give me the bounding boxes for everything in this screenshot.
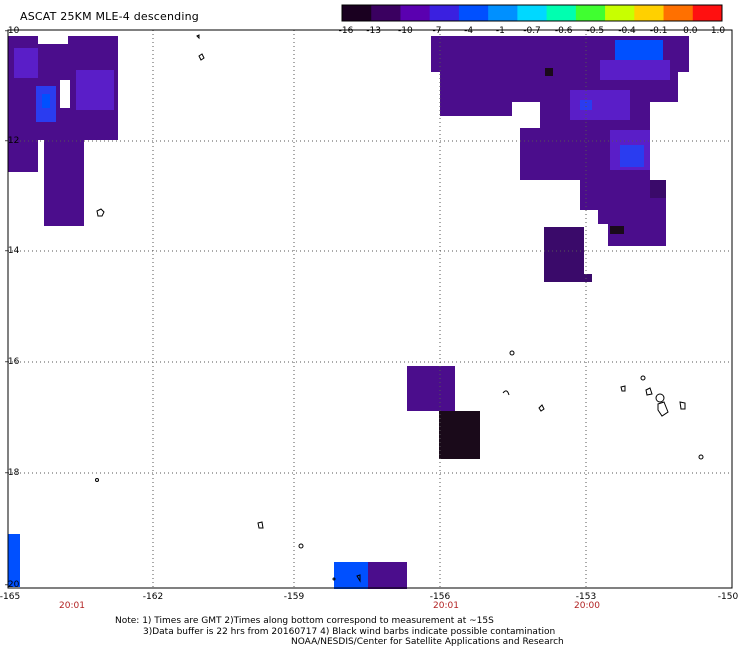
- lat-label: -20: [4, 580, 20, 590]
- time-label: 20:01: [433, 601, 459, 611]
- swath-cell: [440, 72, 512, 116]
- footnote-line: 3)Data buffer is 22 hrs from 20160717 4)…: [143, 626, 556, 637]
- grid-lines: [8, 30, 732, 588]
- lon-label: -156: [429, 592, 451, 602]
- data-swaths: [8, 36, 689, 589]
- map-frame: [7, 29, 733, 589]
- swath-cell: [368, 562, 407, 589]
- island-outline: [298, 543, 304, 549]
- colorbar-segment: [458, 5, 489, 21]
- island-outline: [679, 401, 686, 410]
- lat-label: -14: [4, 246, 20, 256]
- island-outline: [356, 574, 361, 583]
- colorbar-label: -7: [432, 26, 442, 36]
- colorbar-label: -16: [338, 26, 354, 36]
- colorbar-frame: [341, 4, 723, 22]
- colorbar-label: -1: [495, 26, 505, 36]
- swath-cell: [42, 94, 50, 108]
- island-outline: [198, 53, 205, 61]
- lon-label: -165: [0, 592, 21, 602]
- colorbar-labels: -16 -13 -10 -7 -4 -1 -0.7 -0.6 -0.5 -0.4 -0.1 0.0 1.…: [0, 26, 740, 38]
- colorbar-segment: [546, 5, 577, 21]
- swath-cell: [544, 274, 592, 282]
- map-title: ASCAT 25KM MLE-4 descending: [20, 10, 199, 23]
- swath-cell: [76, 70, 114, 110]
- colorbar-label: -0.4: [618, 26, 636, 36]
- islands: [95, 34, 704, 583]
- colorbar-label: -0.6: [554, 26, 573, 36]
- lon-label: -159: [283, 592, 305, 602]
- colorbar-segment: [634, 5, 665, 21]
- time-label: 20:00: [574, 601, 600, 611]
- island-outline: [538, 404, 545, 412]
- swath-cell: [650, 180, 666, 198]
- colorbar-segment: [342, 5, 372, 21]
- colorbar-segment: [429, 5, 460, 21]
- swath-cell: [620, 145, 644, 167]
- swath-cell: [407, 366, 455, 411]
- colorbar-label: -0.5: [586, 26, 605, 36]
- colorbar-label: -10: [397, 26, 413, 36]
- island-outline: [657, 401, 669, 417]
- colorbar-label: -0.1: [649, 26, 668, 36]
- island-outline: [698, 454, 704, 460]
- colorbar-label: -0.7: [523, 26, 541, 36]
- lat-label: -16: [4, 357, 20, 367]
- colorbar-label: 0.0: [683, 26, 698, 36]
- swath-cell: [600, 60, 670, 80]
- colorbar-segment: [517, 5, 548, 21]
- lon-label: -153: [575, 592, 597, 602]
- island-outline: [95, 478, 99, 482]
- swath-cell: [8, 140, 38, 172]
- island-outline: [645, 387, 653, 396]
- lat-label: -10: [4, 26, 20, 36]
- colorbar-segment: [575, 5, 606, 21]
- swath-cell: [44, 140, 84, 226]
- island-outline: [620, 385, 626, 392]
- swath-cell: [14, 48, 38, 78]
- swath-gap: [60, 80, 70, 108]
- swath-cell: [334, 562, 368, 589]
- lat-label: -18: [4, 468, 20, 478]
- island-outline: [509, 350, 515, 356]
- colorbar-label: -13: [366, 26, 382, 36]
- time-label: 20:01: [59, 601, 85, 611]
- colorbar: [341, 4, 723, 22]
- island-outline: [502, 390, 510, 396]
- swath-cell: [439, 411, 480, 459]
- colorbar-segment: [400, 5, 431, 21]
- swath-cell: [8, 534, 20, 587]
- island-outline: [96, 208, 105, 217]
- swath-gap: [650, 102, 662, 128]
- island-outline: [196, 34, 200, 40]
- colorbar-segment: [371, 5, 401, 21]
- colorbar-segment: [488, 5, 518, 21]
- island-outline: [257, 521, 264, 529]
- colorbar-segment: [663, 5, 694, 21]
- colorbar-label: -4: [464, 26, 474, 36]
- footnote-line: NOAA/NESDIS/Center for Satellite Applica…: [291, 637, 564, 647]
- island-outline: [640, 375, 646, 381]
- lat-label: -12: [4, 136, 20, 146]
- colorbar-segment: [605, 5, 635, 21]
- island-outline: [332, 577, 336, 581]
- swath-cell: [580, 100, 592, 110]
- swath-gap: [512, 102, 540, 128]
- swath-cell: [610, 226, 624, 234]
- colorbar-segment: [692, 5, 723, 21]
- lon-label: -162: [142, 592, 164, 602]
- footnote-line: Note: 1) Times are GMT 2)Times along bot…: [115, 616, 494, 626]
- island-outline: [655, 393, 665, 403]
- swath-cell: [570, 90, 630, 120]
- lon-label: -150: [717, 592, 739, 602]
- colorbar-label: 1.0: [710, 26, 726, 36]
- swath-cell: [545, 68, 553, 76]
- footnotes: Note: 1) Times are GMT 2)Times along bot…: [115, 616, 564, 648]
- swath-gap: [38, 36, 68, 44]
